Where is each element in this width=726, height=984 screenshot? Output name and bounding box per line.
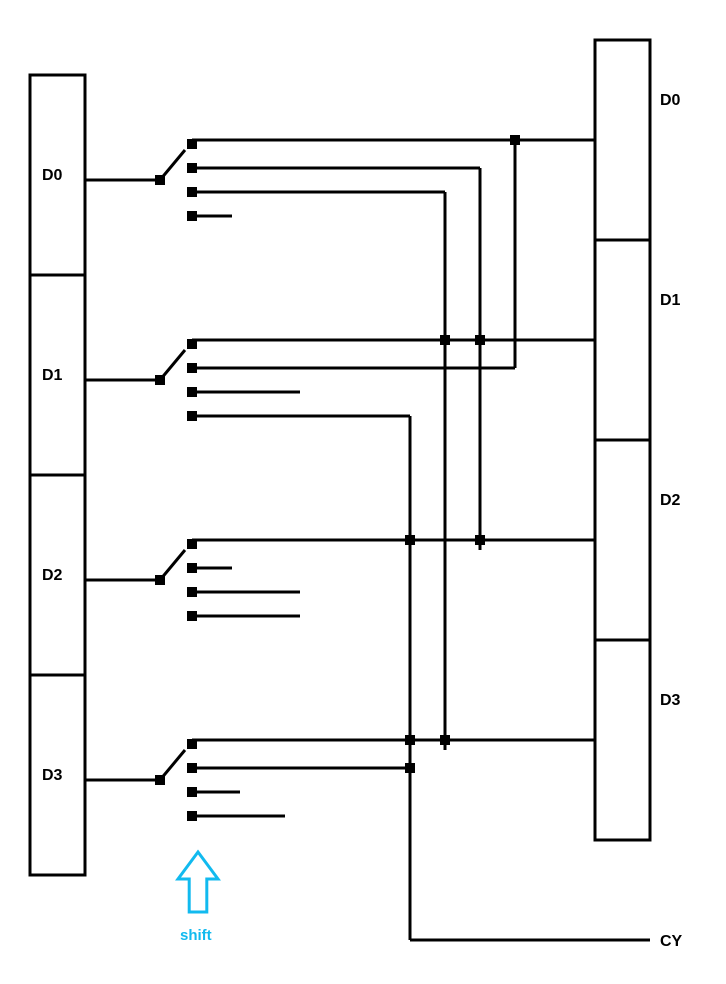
- junction-dot: [405, 763, 415, 773]
- right-reg-label-d2: D2: [660, 492, 681, 509]
- junction-dot: [510, 135, 520, 145]
- junction-dot: [405, 735, 415, 745]
- junction-dot: [440, 335, 450, 345]
- cy-label: CY: [660, 933, 683, 950]
- junction-dot: [405, 535, 415, 545]
- schematic-canvas: D0 D1 D2 D3 D0 D1 D2 D3 CY shift: [0, 0, 726, 984]
- junction-dot: [475, 535, 485, 545]
- left-reg-label-d0: D0: [42, 167, 63, 184]
- junction-dot: [440, 735, 450, 745]
- right-reg-label-d3: D3: [660, 692, 681, 709]
- left-reg-label-d1: D1: [42, 367, 63, 384]
- left-reg-label-d2: D2: [42, 567, 63, 584]
- right-reg-label-d1: D1: [660, 292, 681, 309]
- left-reg-label-d3: D3: [42, 767, 63, 784]
- right-reg-label-d0: D0: [660, 92, 681, 109]
- shift-arrow-icon: [178, 852, 218, 912]
- shift-label: shift: [180, 927, 212, 944]
- junction-dot: [475, 335, 485, 345]
